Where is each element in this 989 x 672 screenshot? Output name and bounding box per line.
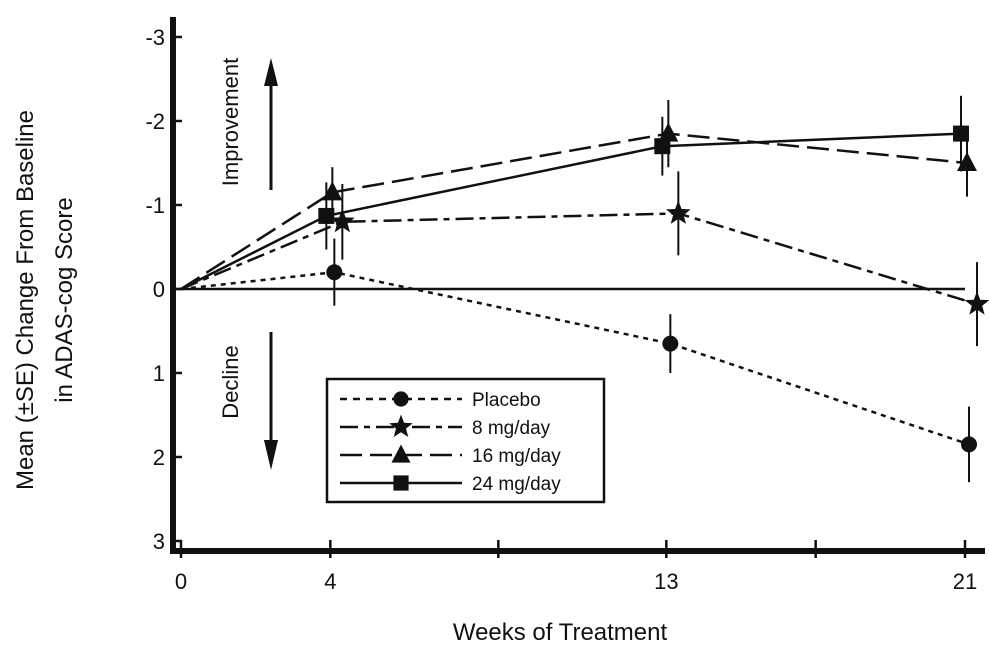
y-axis-title-line1: Mean (±SE) Change From Baseline xyxy=(12,110,39,490)
marker-square xyxy=(654,138,671,155)
series-placebo xyxy=(180,238,977,483)
legend-label: 16 mg/day xyxy=(472,446,561,467)
series-24-mg-day xyxy=(180,95,969,291)
series-16-mg-day xyxy=(180,100,977,291)
series-line xyxy=(180,132,962,291)
marker-star xyxy=(666,200,691,224)
series-8-mg-day xyxy=(180,171,989,347)
y-tick-label: 2 xyxy=(153,445,165,470)
marker-triangle xyxy=(391,444,411,463)
marker-square xyxy=(953,125,969,142)
legend-label: Placebo xyxy=(472,390,541,411)
marker-circle xyxy=(393,391,409,407)
legend-label: 8 mg/day xyxy=(472,418,551,439)
legend-box xyxy=(325,377,606,504)
improvement-label: Improvement xyxy=(218,58,243,186)
marker-circle xyxy=(662,335,679,352)
marker-star xyxy=(330,208,355,233)
legend-item: 16 mg/day xyxy=(340,444,561,467)
marker-circle xyxy=(961,436,977,453)
legend-item: Placebo xyxy=(340,390,541,411)
marker-circle xyxy=(326,264,343,281)
x-tick-label: 21 xyxy=(953,569,977,594)
y-tick-label: -1 xyxy=(145,193,165,218)
marker-square xyxy=(393,475,409,491)
marker-square xyxy=(318,207,335,224)
marker-star xyxy=(964,291,989,315)
y-tick-label: 3 xyxy=(153,529,165,554)
x-tick-label: 13 xyxy=(654,569,678,594)
series-line xyxy=(180,132,968,291)
y-tick-label: 1 xyxy=(153,361,165,386)
decline-arrow-icon xyxy=(264,332,278,470)
y-tick-label: -3 xyxy=(145,25,165,50)
improvement-arrow-icon xyxy=(264,58,278,190)
legend-item: 24 mg/day xyxy=(340,474,561,495)
y-axis-title-line2: in ADAS-cog Score xyxy=(51,197,78,402)
legend-label: 24 mg/day xyxy=(472,474,561,495)
y-tick-label: 0 xyxy=(153,277,165,302)
legend-item: 8 mg/day xyxy=(340,414,551,439)
y-tick-label: -2 xyxy=(145,109,165,134)
decline-label: Decline xyxy=(218,345,243,418)
x-tick-label: 0 xyxy=(175,569,187,594)
legend: Placebo 8 mg/day 16 mg/day 24 mg/day xyxy=(325,377,606,504)
x-tick-label: 4 xyxy=(324,569,336,594)
marker-star xyxy=(389,414,413,437)
series-line xyxy=(180,212,978,306)
x-axis-title: Weeks of Treatment xyxy=(453,619,668,646)
